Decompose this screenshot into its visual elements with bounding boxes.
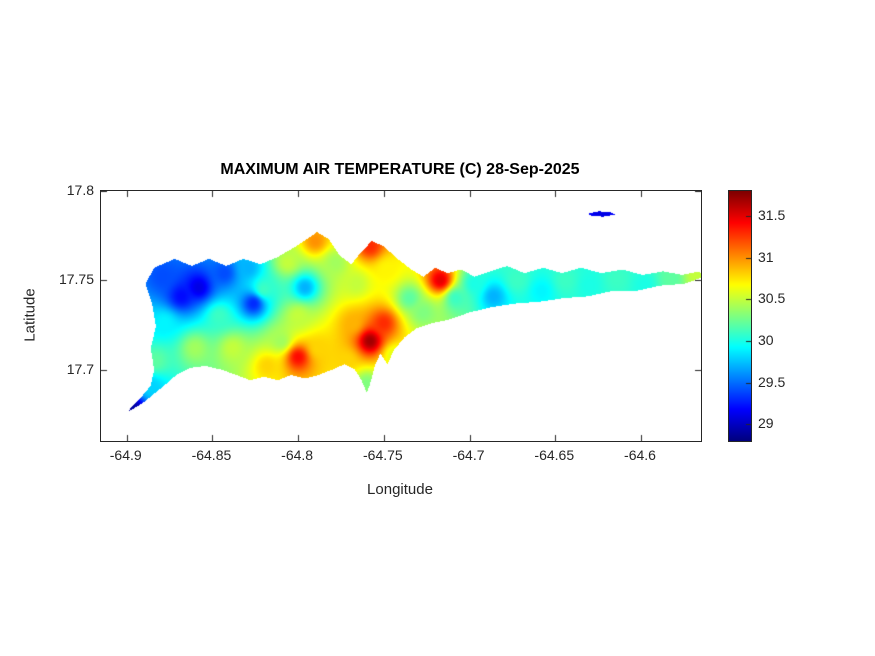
x-tick-label: -64.85 xyxy=(191,447,232,463)
colorbar-tick-label: 30.5 xyxy=(758,290,786,307)
y-tick-label: 17.7 xyxy=(66,360,94,377)
colorbar-tick-label: 29 xyxy=(758,415,774,432)
colorbar-tick-label: 30 xyxy=(758,332,774,348)
colorbar-tick-label: 31.5 xyxy=(758,207,786,223)
x-tick-label: -64.8 xyxy=(281,447,314,463)
y-tick-label: 17.75 xyxy=(58,271,94,288)
colorbar-gradient xyxy=(729,191,751,441)
x-axis-label: Longitude xyxy=(367,481,433,498)
colorbar xyxy=(728,190,752,442)
plot-area xyxy=(100,190,702,442)
y-tick-label: 17.8 xyxy=(66,182,94,198)
temperature-heatmap xyxy=(101,191,701,441)
x-tick-label: -64.65 xyxy=(534,447,575,463)
x-tick-label: -64.75 xyxy=(362,447,403,463)
chart-title: MAXIMUM AIR TEMPERATURE (C) 28-Sep-2025 xyxy=(220,161,580,178)
colorbar-tick-label: 29.5 xyxy=(758,373,786,390)
colorbar-tick-label: 31 xyxy=(758,248,774,265)
x-tick-label: -64.6 xyxy=(624,447,656,463)
x-tick-label: -64.7 xyxy=(452,447,485,463)
y-axis-label: Latitude xyxy=(21,288,39,342)
x-tick-label: -64.9 xyxy=(109,447,142,463)
